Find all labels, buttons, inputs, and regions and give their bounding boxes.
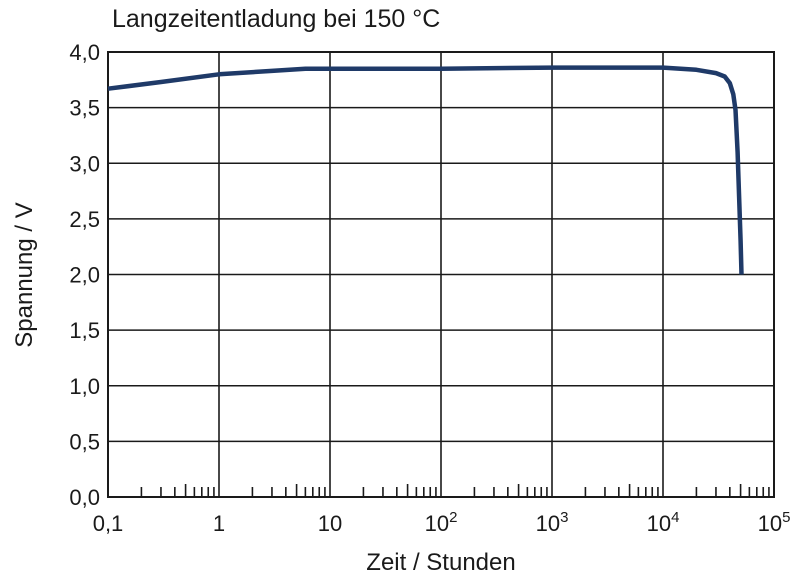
y-tick-label: 2,5 xyxy=(69,207,100,232)
y-tick-label: 0,5 xyxy=(69,429,100,454)
x-tick-labels: 0,1 1 10 102 103 104 105 xyxy=(93,509,791,536)
y-tick-label: 3,5 xyxy=(69,96,100,121)
series-line xyxy=(107,65,744,275)
y-tick-label: 3,0 xyxy=(69,151,100,176)
x-tick-label: 102 xyxy=(425,509,458,536)
x-tick-label: 10 xyxy=(318,511,342,536)
y-tick-label: 0,0 xyxy=(69,485,100,510)
plot-frame xyxy=(107,51,775,498)
y-tick-label: 2,0 xyxy=(69,263,100,288)
x-tick-label: 104 xyxy=(647,509,680,536)
chart-title: Langzeitentladung bei 150 °C xyxy=(112,5,441,33)
x-axis-label: Zeit / Stunden xyxy=(366,549,515,576)
series-layer xyxy=(107,65,744,275)
y-axis-label: Spannung / V xyxy=(11,202,38,347)
x-tick-label: 1 xyxy=(213,511,225,536)
grid xyxy=(107,51,775,498)
x-tick-label: 105 xyxy=(758,509,791,536)
minor-ticks xyxy=(140,484,770,497)
x-tick-label: 0,1 xyxy=(93,511,124,536)
x-tick-label: 103 xyxy=(536,509,569,536)
y-tick-labels: 0,0 0,5 1,0 1,5 2,0 2,5 3,0 3,5 4,0 xyxy=(69,40,100,510)
y-tick-label: 1,5 xyxy=(69,318,100,343)
y-tick-label: 4,0 xyxy=(69,40,100,65)
y-tick-label: 1,0 xyxy=(69,374,100,399)
